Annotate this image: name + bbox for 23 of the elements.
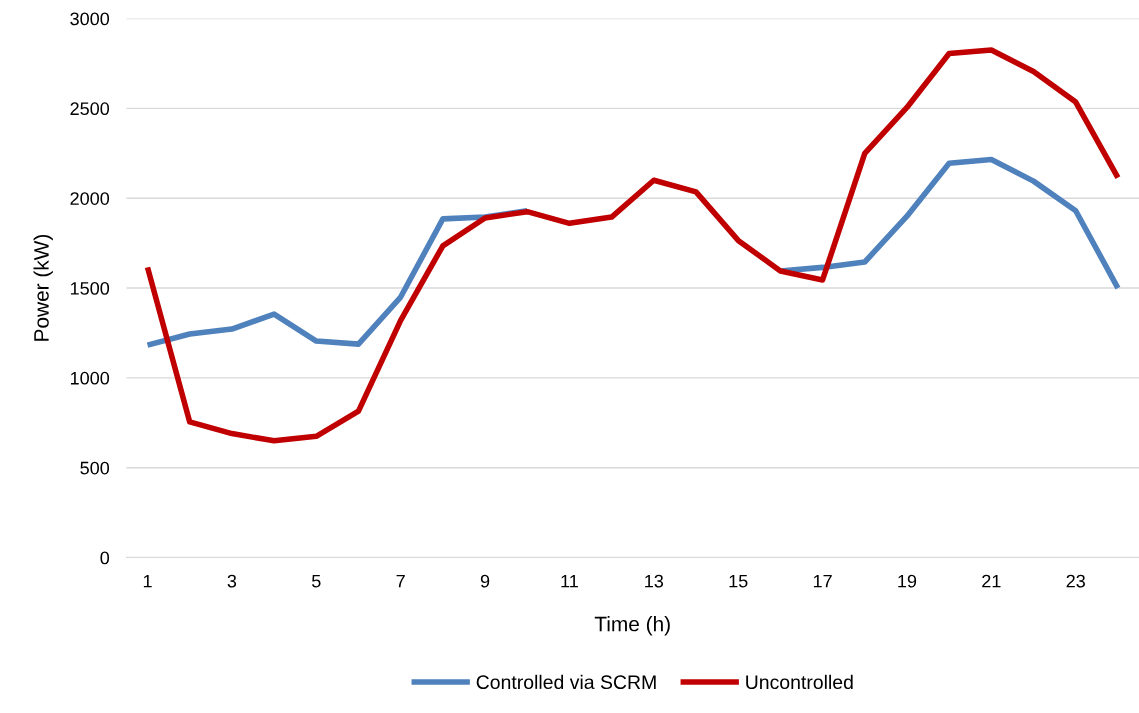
x-tick-label: 15 <box>729 574 748 588</box>
x-tick-label: 17 <box>813 574 832 588</box>
legend-label: Controlled via SCRM <box>476 674 656 690</box>
y-tick-label: 500 <box>80 461 110 475</box>
y-tick-label: 2000 <box>70 192 110 205</box>
x-tick-label: 3 <box>227 574 237 588</box>
x-tick-label: 9 <box>480 574 490 588</box>
x-tick-label: 13 <box>645 574 664 588</box>
x-tick-label: 19 <box>898 574 917 588</box>
y-tick-label: 3000 <box>70 12 110 26</box>
y-tick-label: 0 <box>100 551 110 565</box>
y-tick-label: 1500 <box>70 281 110 295</box>
legend-label: Uncontrolled <box>746 674 853 690</box>
y-tick-label: 1000 <box>70 371 110 385</box>
y-tick-label: 2500 <box>70 102 110 116</box>
x-tick-label: 23 <box>1066 574 1085 588</box>
x-tick-label: 1 <box>143 574 152 588</box>
x-tick-label: 7 <box>396 574 405 588</box>
x-tick-label: 5 <box>311 574 321 588</box>
x-axis-title: Time (h) <box>594 616 670 636</box>
x-tick-label: 11 <box>561 574 578 588</box>
y-axis-title: Power (kW) <box>33 234 53 341</box>
x-tick-label: 21 <box>982 574 1001 588</box>
